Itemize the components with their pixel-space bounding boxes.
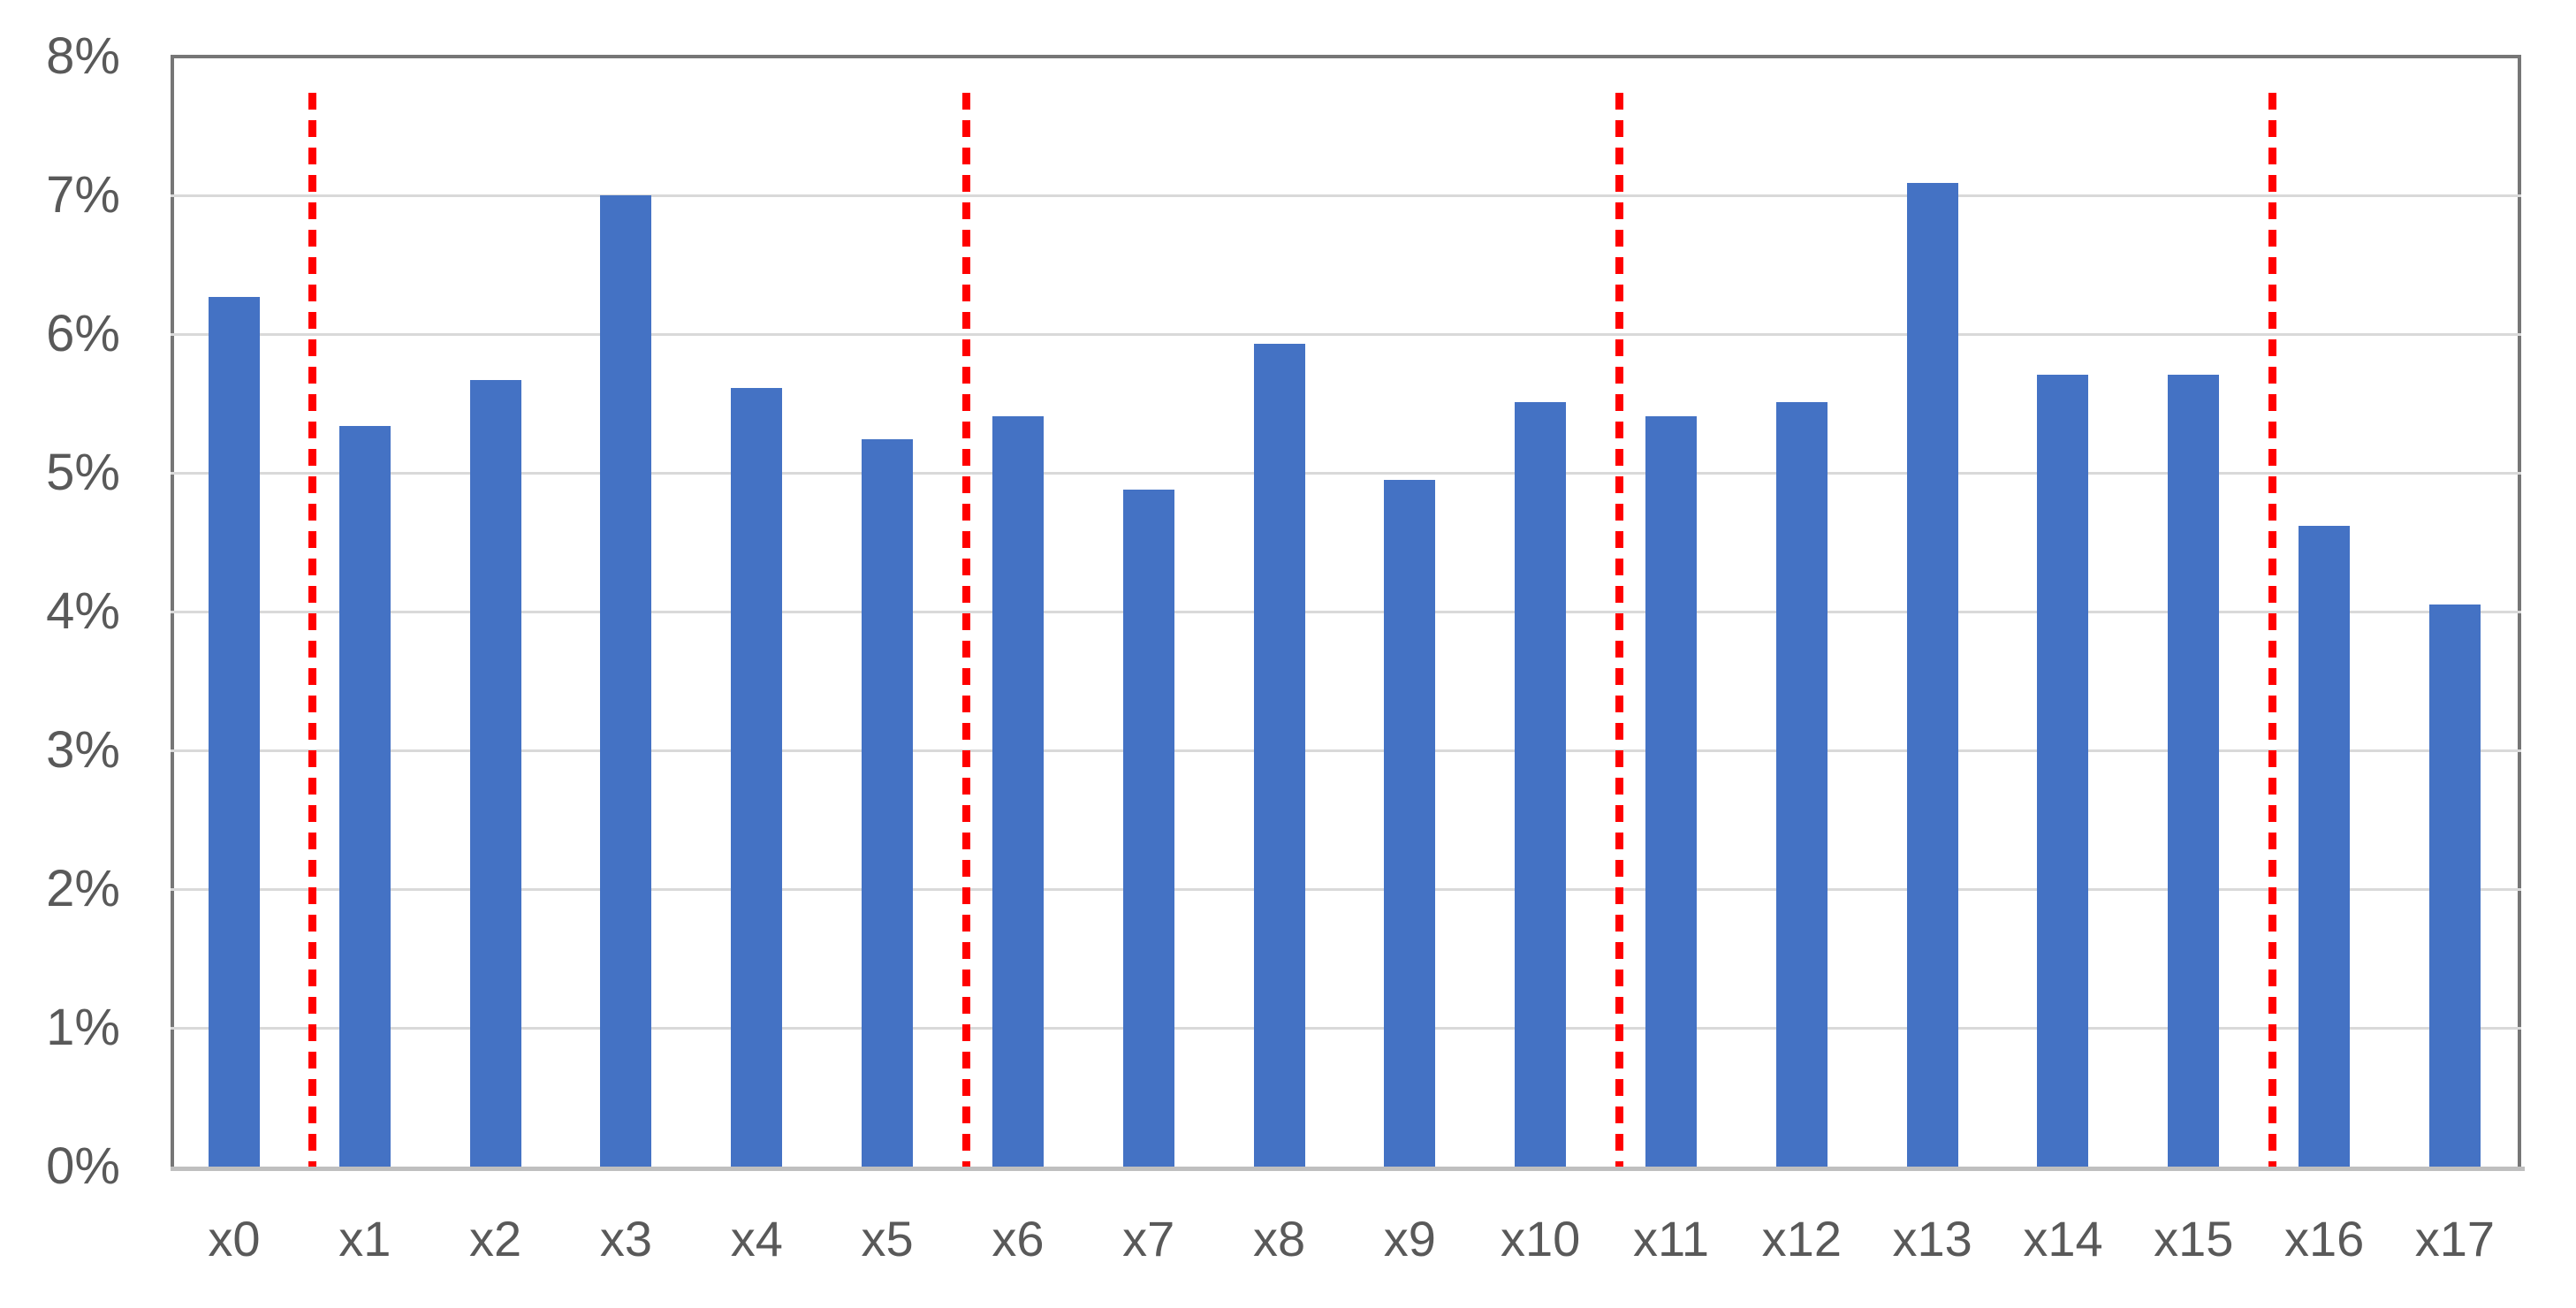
gridline-2pct	[171, 887, 2521, 891]
bar-x4	[731, 388, 783, 1167]
group-separator-dashed-line	[308, 93, 317, 1167]
bar-x5	[862, 439, 914, 1167]
x-category-label-x12: x12	[1761, 1211, 1842, 1266]
gridline-3pct	[171, 749, 2521, 752]
gridline-6pct	[171, 332, 2521, 336]
y-tick-label-6pct: 6%	[46, 305, 120, 362]
bar-x0	[209, 296, 260, 1167]
x-category-label-x16: x16	[2283, 1211, 2365, 1266]
bar-x9	[1384, 479, 1436, 1167]
y-tick-label-7pct: 7%	[46, 166, 120, 224]
bar-x12	[1775, 401, 1828, 1167]
bar-x3	[600, 195, 652, 1167]
bar-x7	[1122, 489, 1174, 1167]
y-tick-label-3pct: 3%	[46, 721, 120, 779]
bar-x16	[2299, 525, 2351, 1167]
gridline-1pct	[171, 1026, 2521, 1030]
y-tick-label-2pct: 2%	[46, 860, 120, 917]
bar-x17	[2428, 605, 2481, 1167]
y-tick-label-5pct: 5%	[46, 444, 120, 501]
x-category-label-x2: x2	[469, 1211, 522, 1266]
bar-x13	[1906, 182, 1958, 1167]
x-category-label-x7: x7	[1122, 1211, 1175, 1266]
bar-x11	[1645, 415, 1698, 1167]
bar-x1	[338, 425, 391, 1167]
x-category-label-x6: x6	[992, 1211, 1045, 1266]
gridline-4pct	[171, 610, 2521, 613]
y-tick-label-0pct: 0%	[46, 1137, 120, 1195]
x-category-label-x17: x17	[2414, 1211, 2496, 1266]
gridline-7pct	[171, 194, 2521, 197]
x-category-label-x4: x4	[730, 1211, 783, 1266]
x-category-label-x13: x13	[1892, 1211, 1972, 1266]
x-category-label-x0: x0	[208, 1211, 261, 1266]
bar-x8	[1253, 343, 1305, 1167]
x-category-label-x9: x9	[1383, 1211, 1436, 1266]
bar-x2	[469, 379, 521, 1167]
group-separator-dashed-line	[961, 93, 970, 1167]
x-category-label-x5: x5	[861, 1211, 914, 1266]
x-category-label-x11: x11	[1632, 1211, 1710, 1266]
x-category-label-x15: x15	[2154, 1211, 2234, 1266]
bar-x14	[2037, 374, 2089, 1167]
x-category-label-x8: x8	[1252, 1211, 1306, 1266]
bar-x15	[2168, 374, 2220, 1167]
group-separator-dashed-line	[2268, 93, 2276, 1167]
x-category-label-x1: x1	[338, 1211, 391, 1266]
x-category-label-x10: x10	[1501, 1211, 1581, 1266]
y-tick-label-8pct: 8%	[46, 27, 120, 85]
x-category-label-x3: x3	[599, 1211, 653, 1266]
y-tick-label-1pct: 1%	[46, 999, 120, 1056]
x-category-label-x14: x14	[2023, 1211, 2103, 1266]
bar-x10	[1515, 401, 1567, 1167]
bar-x6	[992, 415, 1044, 1167]
group-separator-dashed-line	[1615, 93, 1623, 1167]
gridline-5pct	[171, 471, 2521, 475]
y-tick-label-4pct: 4%	[46, 582, 120, 640]
x-axis-line	[171, 1167, 2525, 1171]
